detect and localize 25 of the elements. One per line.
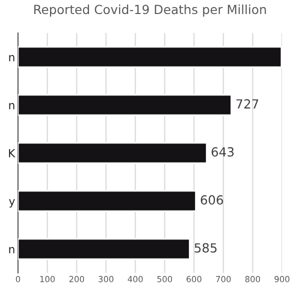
data-label: 727 xyxy=(236,99,258,108)
y-tick-label: n xyxy=(9,247,14,254)
y-tick-label: n xyxy=(9,103,14,110)
bar xyxy=(18,46,282,68)
data-label: 643 xyxy=(212,147,234,157)
bar xyxy=(18,238,190,260)
x-tick-label: 300 xyxy=(98,276,114,282)
chart-title: Reported Covid-19 Deaths per Million xyxy=(34,4,266,17)
data-label: 606 xyxy=(200,195,223,205)
x-tick-label: 100 xyxy=(40,276,55,282)
bar xyxy=(18,190,196,212)
x-tick-label: 900 xyxy=(274,276,290,282)
y-tick-label: n xyxy=(9,55,14,62)
bar xyxy=(18,142,208,164)
bar xyxy=(18,94,232,116)
x-tick-label: 700 xyxy=(216,276,231,282)
x-tick-label: 400 xyxy=(128,276,143,282)
x-tick-label: 0 xyxy=(16,276,20,282)
x-tick-label: 200 xyxy=(69,276,84,282)
y-tick-label: K xyxy=(9,149,16,158)
x-tick-label: 600 xyxy=(186,276,202,282)
y-tick-label: y xyxy=(8,199,15,208)
x-tick-label: 500 xyxy=(157,276,172,282)
data-label: 585 xyxy=(194,243,217,253)
x-tick-label: 800 xyxy=(245,276,260,282)
